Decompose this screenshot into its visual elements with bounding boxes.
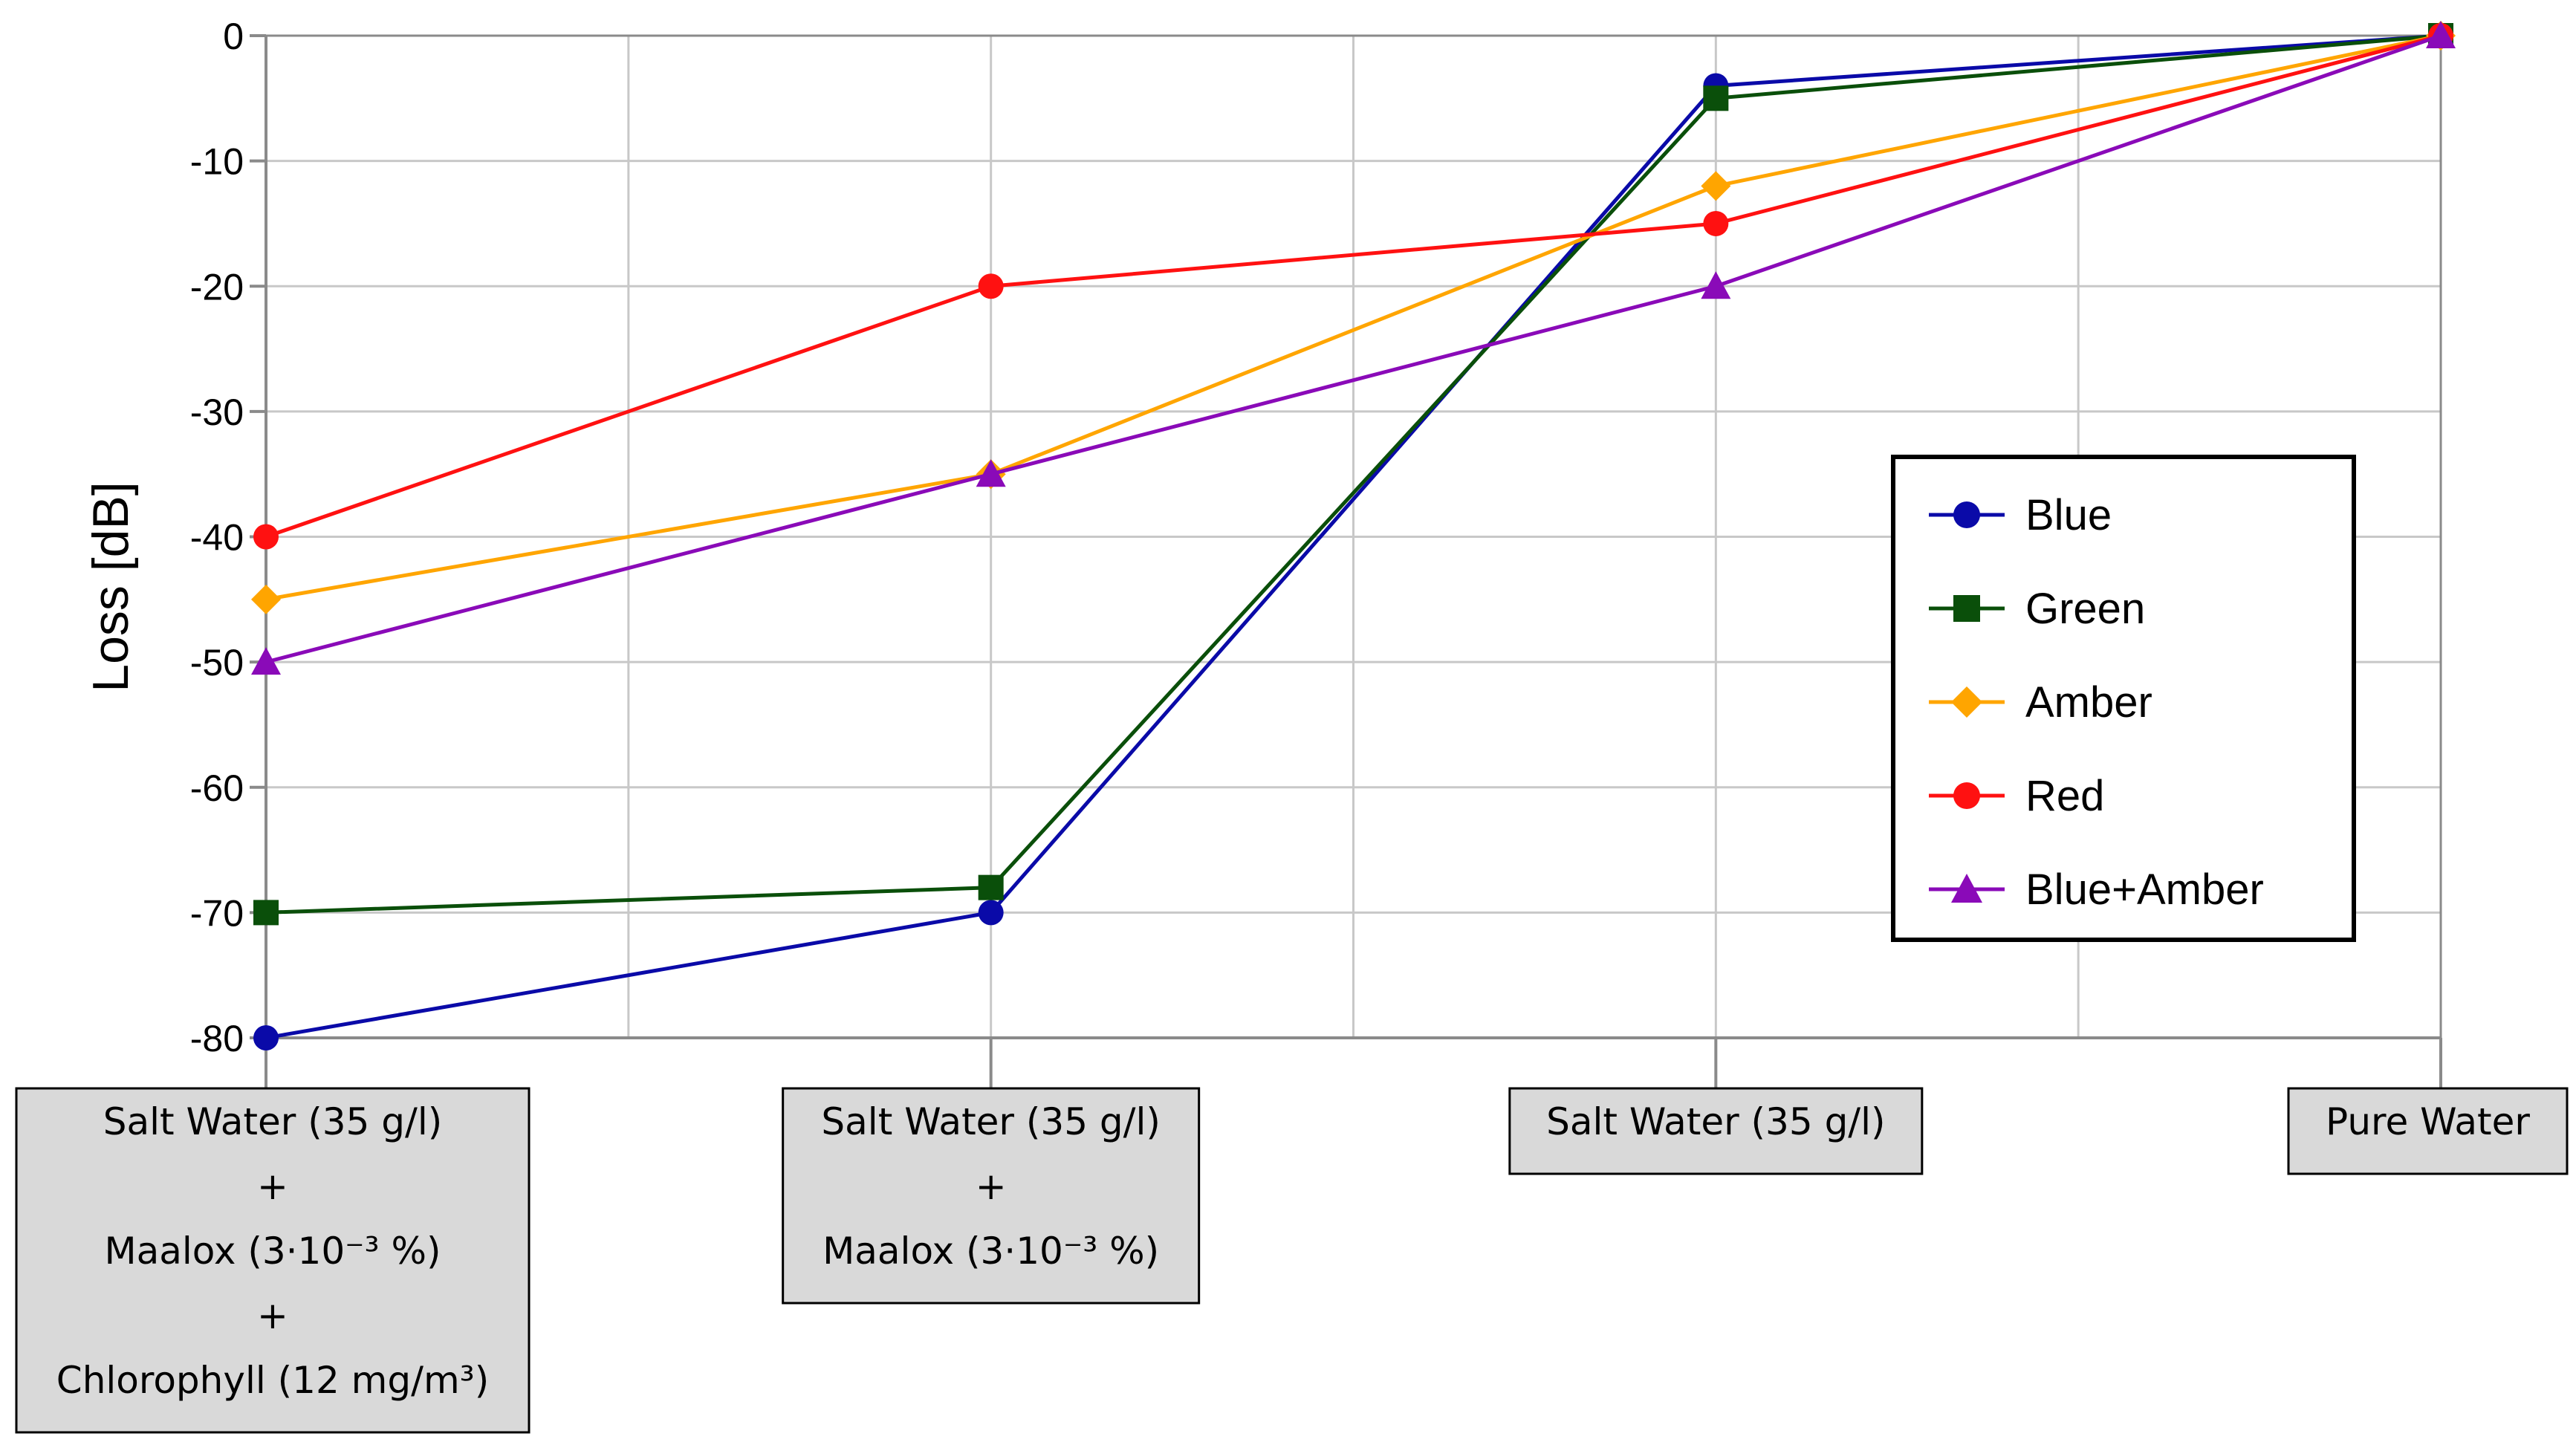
category-label-line: Salt Water (35 g/l) (103, 1100, 442, 1143)
legend-label: Green (2025, 585, 2145, 633)
y-tick-label: -10 (190, 141, 244, 183)
category-label-line: Chlorophyll (12 mg/m³) (56, 1359, 489, 1402)
y-axis-ticks: 0 -10 -20 -30 -40 -50 -60 -70 -80 (190, 16, 266, 1059)
y-tick-label: 0 (223, 16, 244, 57)
data-point-marker (978, 900, 1004, 926)
data-point-marker (253, 1025, 279, 1050)
category-box-bg (1508, 1087, 1924, 1175)
data-point-marker (253, 524, 279, 550)
category-box-bg (782, 1087, 1201, 1305)
category-label-line: + (976, 1165, 1007, 1208)
data-point-marker (1703, 210, 1729, 236)
data-point-marker (1953, 595, 1980, 622)
data-point-marker (1951, 686, 1982, 718)
data-point-marker (1703, 85, 1729, 111)
y-tick-label: -60 (190, 767, 244, 809)
category-label-box: Salt Water (35 g/l) + Maalox (3·10⁻³ %) + Ch… (15, 1087, 531, 1434)
data-point-marker (253, 900, 279, 926)
category-label-line: Pure Water (2326, 1100, 2530, 1143)
category-label-line: Salt Water (35 g/l) (821, 1100, 1160, 1143)
y-tick-label: -50 (190, 642, 244, 683)
legend-label: Blue+Amber (2025, 865, 2264, 914)
data-point-marker (1951, 874, 1982, 903)
legend-entry: Red (1929, 772, 2104, 820)
series-line (265, 33, 2442, 602)
category-label-box: Pure Water (2287, 1087, 2569, 1175)
legend: Blue Green Amber Red Blue+Amber (1891, 455, 2356, 942)
legend-entry: Green (1929, 585, 2145, 633)
legend-entry: Blue+Amber (1929, 865, 2264, 914)
legend-label: Red (2025, 772, 2104, 820)
category-labels: Salt Water (35 g/l) + Maalox (3·10⁻³ %) + Ch… (15, 1038, 2569, 1434)
legend-entry: Amber (1929, 678, 2152, 727)
category-label-line: Maalox (3·10⁻³ %) (104, 1230, 441, 1273)
category-label-line: + (257, 1165, 288, 1208)
y-axis-title: Loss [dB] (82, 481, 139, 692)
y-tick-label: -40 (190, 517, 244, 559)
y-tick-label: -20 (190, 266, 244, 308)
legend-label: Blue (2025, 491, 2112, 539)
legend-entry: Blue (1929, 491, 2112, 539)
category-label-line: + (257, 1294, 288, 1337)
series-blue-amber (251, 21, 2456, 675)
series-line (265, 33, 2442, 539)
data-point-marker (976, 459, 1006, 487)
data-point-marker (2426, 21, 2456, 48)
category-label-box: Salt Water (35 g/l) + Maalox (3·10⁻³ %) (782, 1087, 1201, 1305)
category-label-box: Salt Water (35 g/l) (1508, 1087, 1924, 1175)
grid (265, 34, 2442, 1039)
series-line (265, 33, 2442, 1040)
category-box-bg (15, 1087, 531, 1434)
data-point-marker (978, 874, 1004, 900)
category-box-bg (2287, 1087, 2569, 1175)
series-line (265, 33, 2442, 664)
series-line (265, 33, 2442, 915)
y-tick-label: -70 (190, 892, 244, 934)
series-lines (251, 21, 2456, 1050)
category-label-line: Maalox (3·10⁻³ %) (823, 1230, 1159, 1273)
category-label-line: Salt Water (35 g/l) (1546, 1100, 1885, 1143)
data-point-marker (1701, 271, 1731, 299)
legend-label: Amber (2025, 678, 2152, 727)
data-point-marker (1701, 171, 1731, 201)
data-point-marker (251, 647, 281, 675)
data-point-marker (1953, 501, 1980, 528)
y-tick-label: -80 (190, 1018, 244, 1059)
data-point-marker (1953, 782, 1980, 809)
y-tick-label: -30 (190, 392, 244, 433)
data-point-marker (978, 273, 1004, 299)
data-point-marker (251, 584, 281, 614)
